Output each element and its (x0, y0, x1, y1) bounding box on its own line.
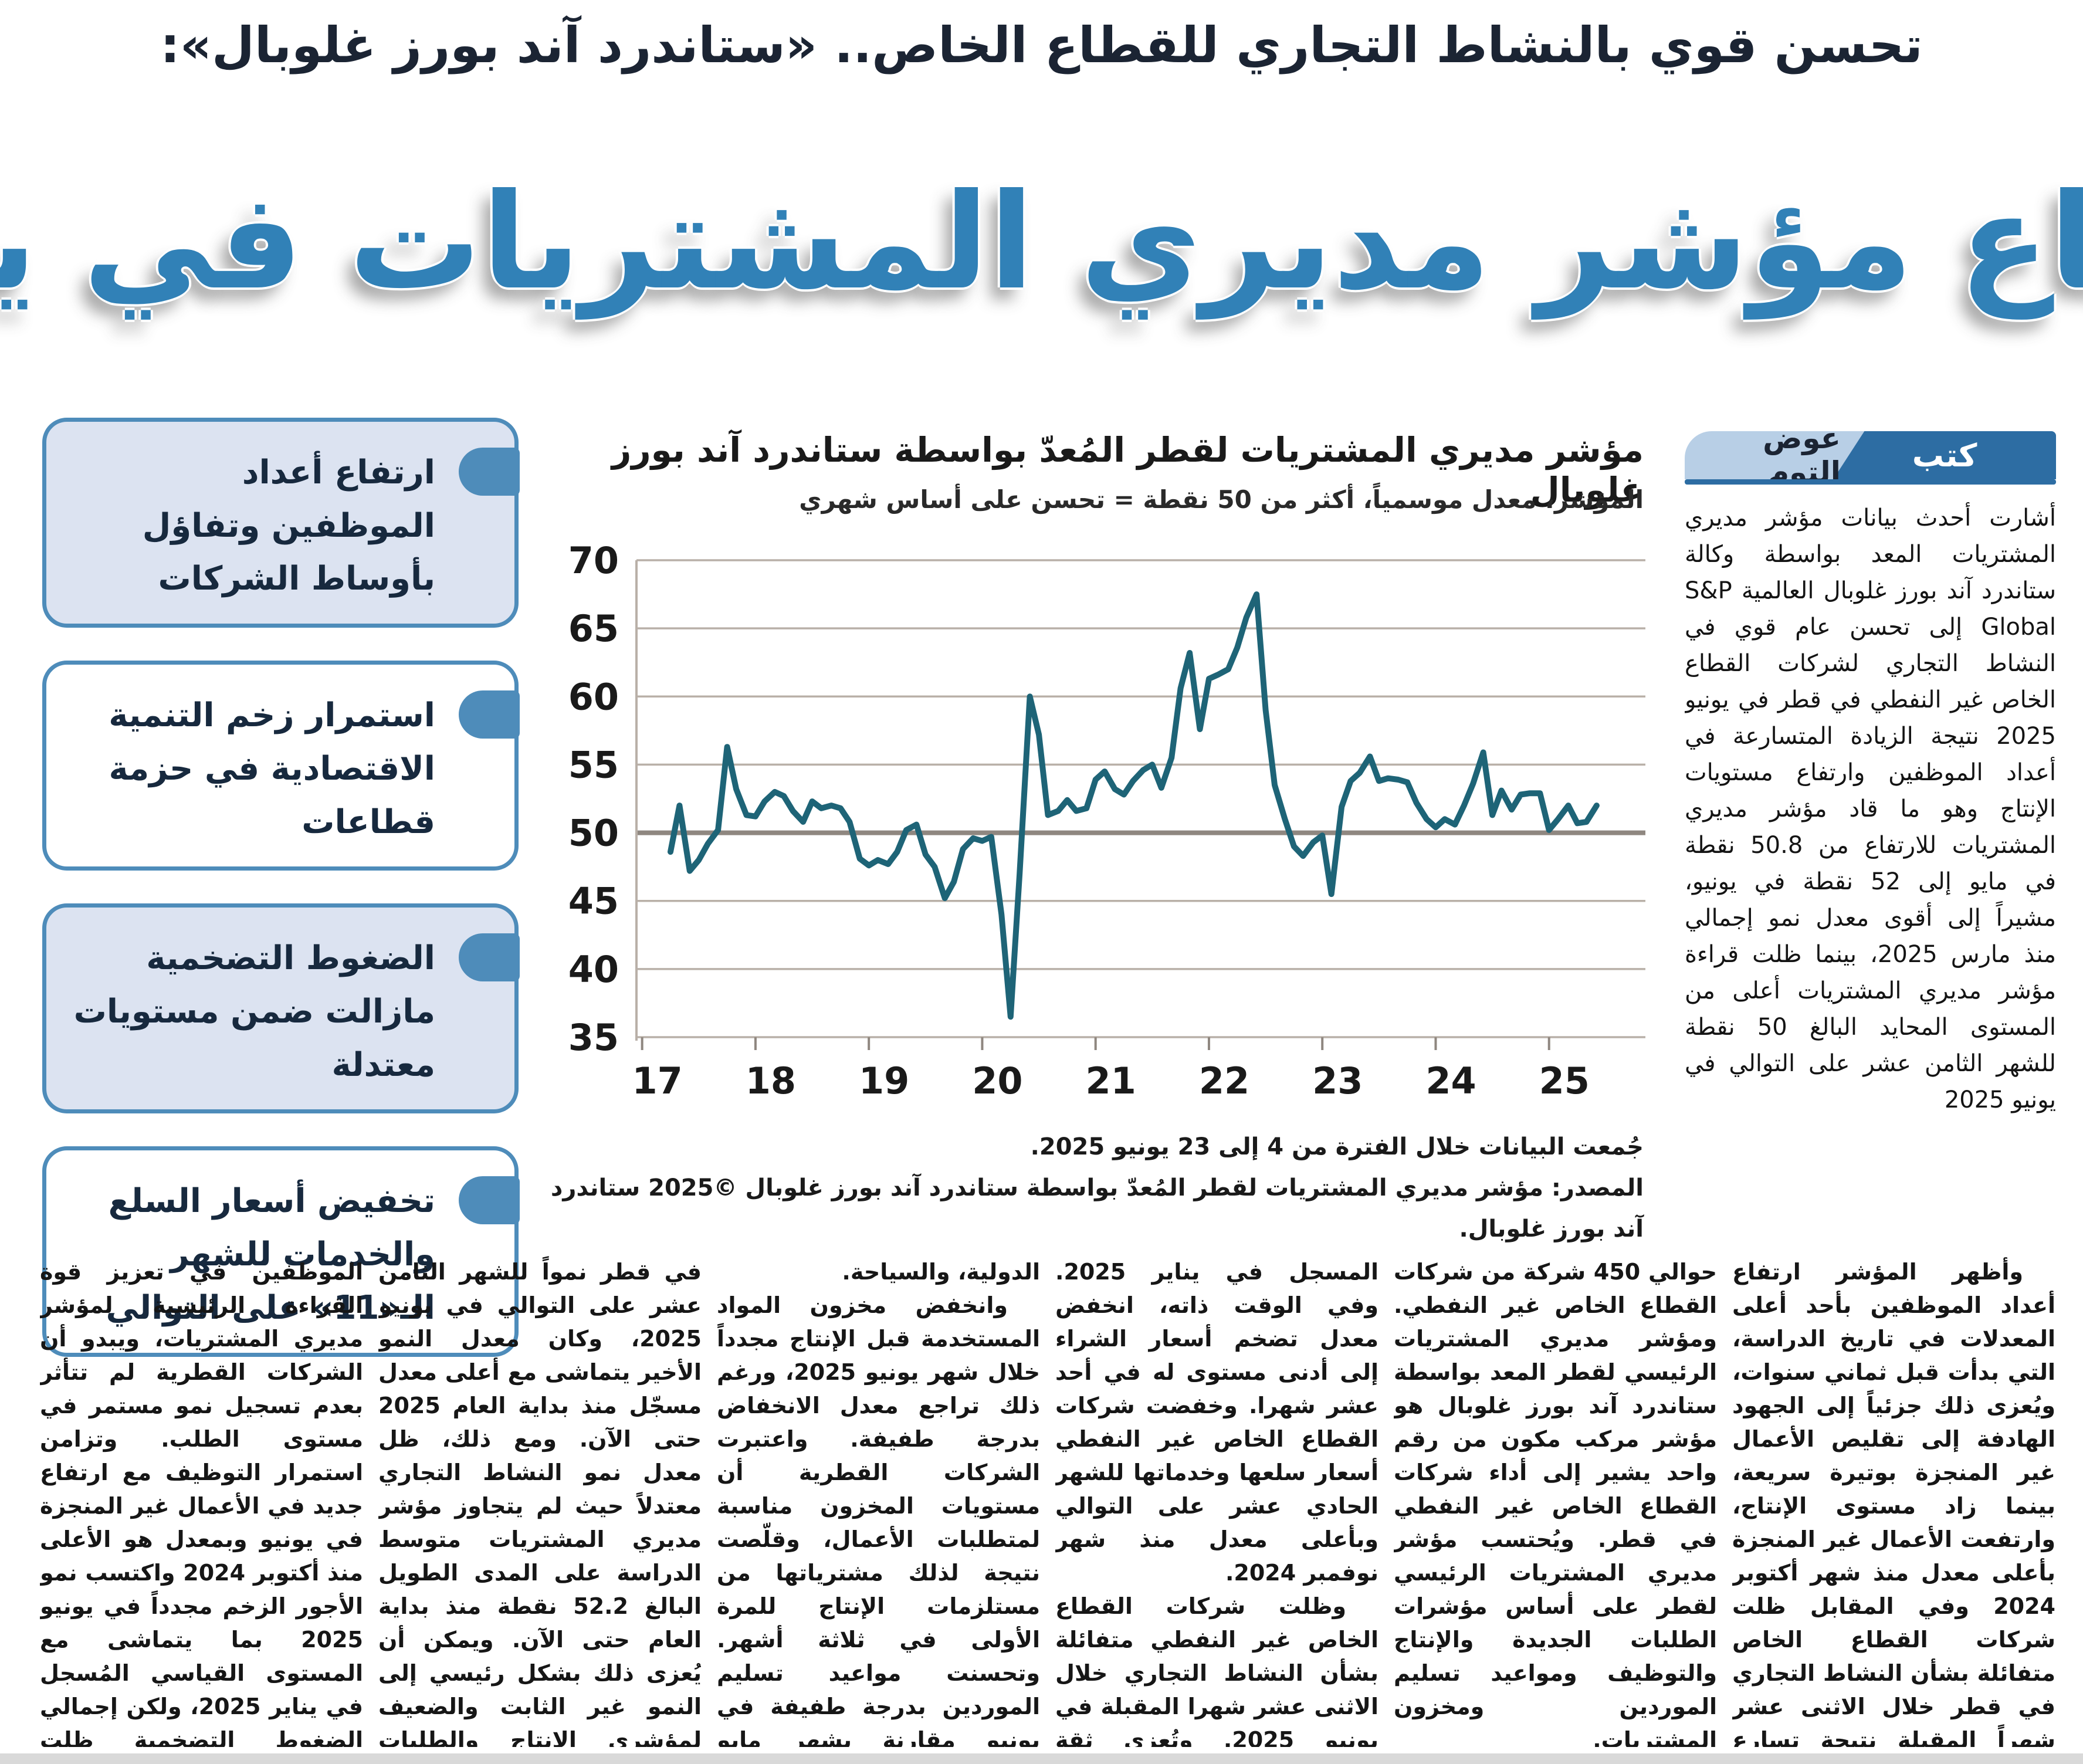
chart-subtitle: المؤشر، معدل موسمياً، أكثر من 50 نقطة = … (799, 485, 1644, 514)
news-paragraph: وظلت شركات القطاع الخاص غير النفطي متفائ… (1055, 1593, 1378, 1747)
highlight-box: تخفيض أسعار السلع والخدمات للشهر الـ«11»… (42, 1146, 520, 1357)
highlight-bullet-icon (459, 1176, 520, 1225)
highlight-boxes: ارتفاع أعداد الموظفين وتفاؤل بأوساط الشر… (42, 418, 520, 1357)
highlight-text: تخفيض أسعار السلع والخدمات للشهر الـ«11»… (106, 1182, 436, 1327)
highlight-box: استمرار زخم التنمية الاقتصادية في حزمة ق… (42, 661, 520, 871)
y-tick-label: 70 (568, 539, 619, 582)
news-paragraph: المسجل في يناير 2025. وفي الوقت ذاته، ان… (1055, 1259, 1378, 1586)
x-tick-label: 25 (1539, 1059, 1590, 1102)
pmi-chart-panel: مؤشر مديري المشتريات لقطر المُعدّ بواسطة… (548, 419, 1660, 1242)
byline-label-tab: كتب (1833, 431, 2056, 479)
pmi-line-series (668, 591, 1600, 1020)
y-tick-label: 60 (568, 675, 619, 718)
highlight-box: الضغوط التضخمية مازالت ضمن مستويات معتدل… (42, 903, 520, 1114)
highlight-text: استمرار زخم التنمية الاقتصادية في حزمة ق… (109, 696, 435, 841)
bottom-column: وأظهر المؤشر ارتفاع أعداد الموظفين بأحد … (1732, 1255, 2055, 1747)
news-paragraph: الموظفين في تعزيز قوة القراءة الرئيسية ل… (40, 1259, 363, 1747)
x-tick-label: 17 (632, 1059, 683, 1102)
byline-label: كتب (1912, 436, 1977, 474)
bottom-column: الدولية، والسياحة. وانخفض مخزون المواد ال… (717, 1255, 1040, 1747)
chart-title: مؤشر مديري المشتريات لقطر المُعدّ بواسطة… (611, 430, 1644, 510)
y-tick-label: 50 (568, 812, 619, 855)
bottom-column: المسجل في يناير 2025. وفي الوقت ذاته، ان… (1055, 1255, 1378, 1747)
x-tick-label: 24 (1425, 1059, 1476, 1102)
y-tick-label: 40 (568, 948, 619, 991)
x-tick-label: 21 (1086, 1059, 1136, 1102)
news-paragraph: الدولية، والسياحة. (842, 1259, 1040, 1285)
highlight-text: ارتفاع أعداد الموظفين وتفاؤل بأوساط الشر… (142, 453, 435, 598)
kicker-headline: تحسن قوي بالنشاط التجاري للقطاع الخاص.. … (160, 16, 1923, 74)
footer-strip (0, 1753, 2083, 1764)
byline-author-tab: عوض التوم (1685, 431, 1841, 479)
highlight-bullet-icon (459, 690, 520, 739)
bottom-column: الموظفين في تعزيز قوة القراءة الرئيسية ل… (40, 1255, 363, 1747)
highlight-box: ارتفاع أعداد الموظفين وتفاؤل بأوساط الشر… (42, 418, 520, 628)
highlight-text: الضغوط التضخمية مازالت ضمن مستويات معتدل… (73, 939, 435, 1084)
x-tick-label: 20 (972, 1059, 1022, 1102)
chart-footnote-source: المصدر: مؤشر مديري المشتريات لقطر المُعد… (550, 1174, 1644, 1242)
chart-footnotes: جُمعت البيانات خلال الفترة من 4 إلى 23 ي… (548, 1126, 1644, 1250)
lead-paragraph: أشارت أحدث بيانات مؤشر مديري المشتريات ا… (1685, 505, 2056, 1113)
x-tick-label: 22 (1199, 1059, 1249, 1102)
byline-underline (1685, 479, 2056, 485)
lead-column: كتب عوض التوم أشارت أحدث بيانات مؤشر مدي… (1685, 431, 2056, 1241)
byline-author: عوض التوم (1763, 431, 1841, 479)
bottom-column: حوالي 450 شركة من شركات القطاع الخاص غير… (1394, 1255, 1717, 1747)
y-tick-label: 45 (568, 880, 619, 923)
bottom-column: في قطر نمواً للشهر الثامن عشر على التوال… (378, 1255, 702, 1747)
y-tick-label: 55 (568, 743, 619, 786)
y-tick-label: 35 (568, 1016, 619, 1059)
highlight-bullet-icon (459, 933, 520, 982)
x-tick-label: 23 (1312, 1059, 1363, 1102)
x-tick-label: 19 (859, 1059, 909, 1102)
news-paragraph: في قطر نمواً للشهر الثامن عشر على التوال… (378, 1259, 702, 1747)
chart-footnote-period: جُمعت البيانات خلال الفترة من 4 إلى 23 ي… (1030, 1133, 1644, 1160)
highlight-bullet-icon (459, 448, 520, 496)
bottom-columns: وأظهر المؤشر ارتفاع أعداد الموظفين بأحد … (40, 1255, 2055, 1747)
x-tick-label: 18 (746, 1059, 796, 1102)
byline-bar: كتب عوض التوم (1685, 431, 2056, 479)
news-paragraph: وانخفض مخزون المواد المستخدمة قبل الإنتا… (717, 1292, 1040, 1747)
news-paragraph: حوالي 450 شركة من شركات القطاع الخاص غير… (1394, 1259, 1717, 1747)
main-headline: ارتفاع مؤشر مديري المشتريات في يونيو (0, 165, 2083, 319)
news-paragraph: وأظهر المؤشر ارتفاع أعداد الموظفين بأحد … (1732, 1259, 2055, 1747)
y-tick-label: 65 (568, 607, 619, 650)
pmi-chart-svg: 35 40 45 50 55 60 65 70 17 18 19 20 21 22 23 24 25 (568, 539, 1645, 1102)
